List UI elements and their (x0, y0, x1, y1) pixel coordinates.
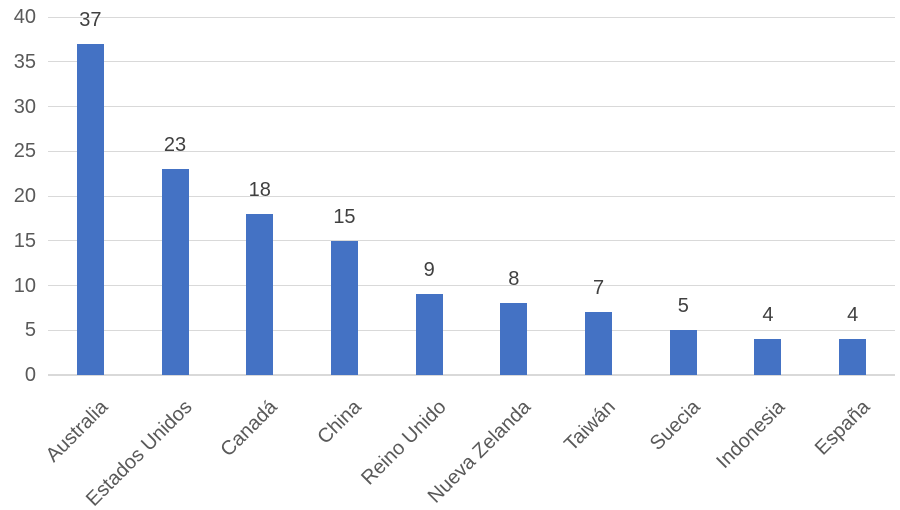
y-axis-tick-label: 30 (13, 95, 36, 118)
x-axis-line (48, 374, 895, 376)
bar-china (330, 240, 358, 375)
bar-indonesia (754, 339, 782, 375)
bar-canadá (246, 213, 274, 375)
x-category-label: Indonesia (712, 396, 790, 473)
gridline (48, 240, 895, 242)
bar-suecia (669, 330, 697, 375)
x-category-label: Taiwán (560, 396, 621, 456)
y-axis-tick-label: 20 (13, 185, 36, 207)
gridline (48, 195, 895, 197)
bar-nueva-zelanda (500, 303, 528, 375)
bar-value-label: 8 (508, 268, 520, 291)
bar-value-label: 23 (163, 134, 187, 157)
gridline (48, 16, 895, 18)
gridline (48, 150, 895, 152)
bar-taiwán (585, 312, 613, 375)
y-axis-tick-label: 0 (24, 364, 36, 386)
bar-estados-unidos (161, 169, 189, 375)
bar-españa (839, 339, 867, 375)
y-axis-tick-label: 15 (13, 229, 36, 252)
y-axis-tick-label: 10 (13, 274, 36, 297)
bar-australia (76, 43, 104, 375)
gridline (48, 61, 895, 63)
x-category-label: Reino Unido (357, 396, 451, 490)
gridline (48, 285, 895, 286)
bar-reino-unido (415, 294, 443, 375)
y-axis-tick-label: 40 (13, 6, 36, 28)
x-category-label: España (810, 396, 875, 460)
bar-value-label: 5 (677, 295, 689, 318)
y-axis-tick-label: 5 (24, 319, 36, 342)
bar-value-label: 4 (847, 304, 859, 327)
x-category-label: Canadá (216, 396, 282, 462)
gridline (48, 106, 895, 107)
bar-value-label: 7 (592, 277, 605, 300)
y-axis-tick-label: 35 (13, 50, 36, 73)
x-category-label: Suecia (646, 396, 705, 455)
bar-value-label: 15 (333, 205, 356, 228)
x-category-label: Australia (41, 396, 112, 467)
y-axis-tick-label: 25 (13, 140, 36, 163)
x-category-label: China (313, 396, 367, 449)
bar-value-label: 9 (423, 259, 435, 282)
bar-value-label: 4 (762, 304, 774, 327)
bar-value-label: 18 (248, 178, 271, 201)
bar-value-label: 37 (79, 8, 102, 31)
gridline (48, 329, 895, 331)
